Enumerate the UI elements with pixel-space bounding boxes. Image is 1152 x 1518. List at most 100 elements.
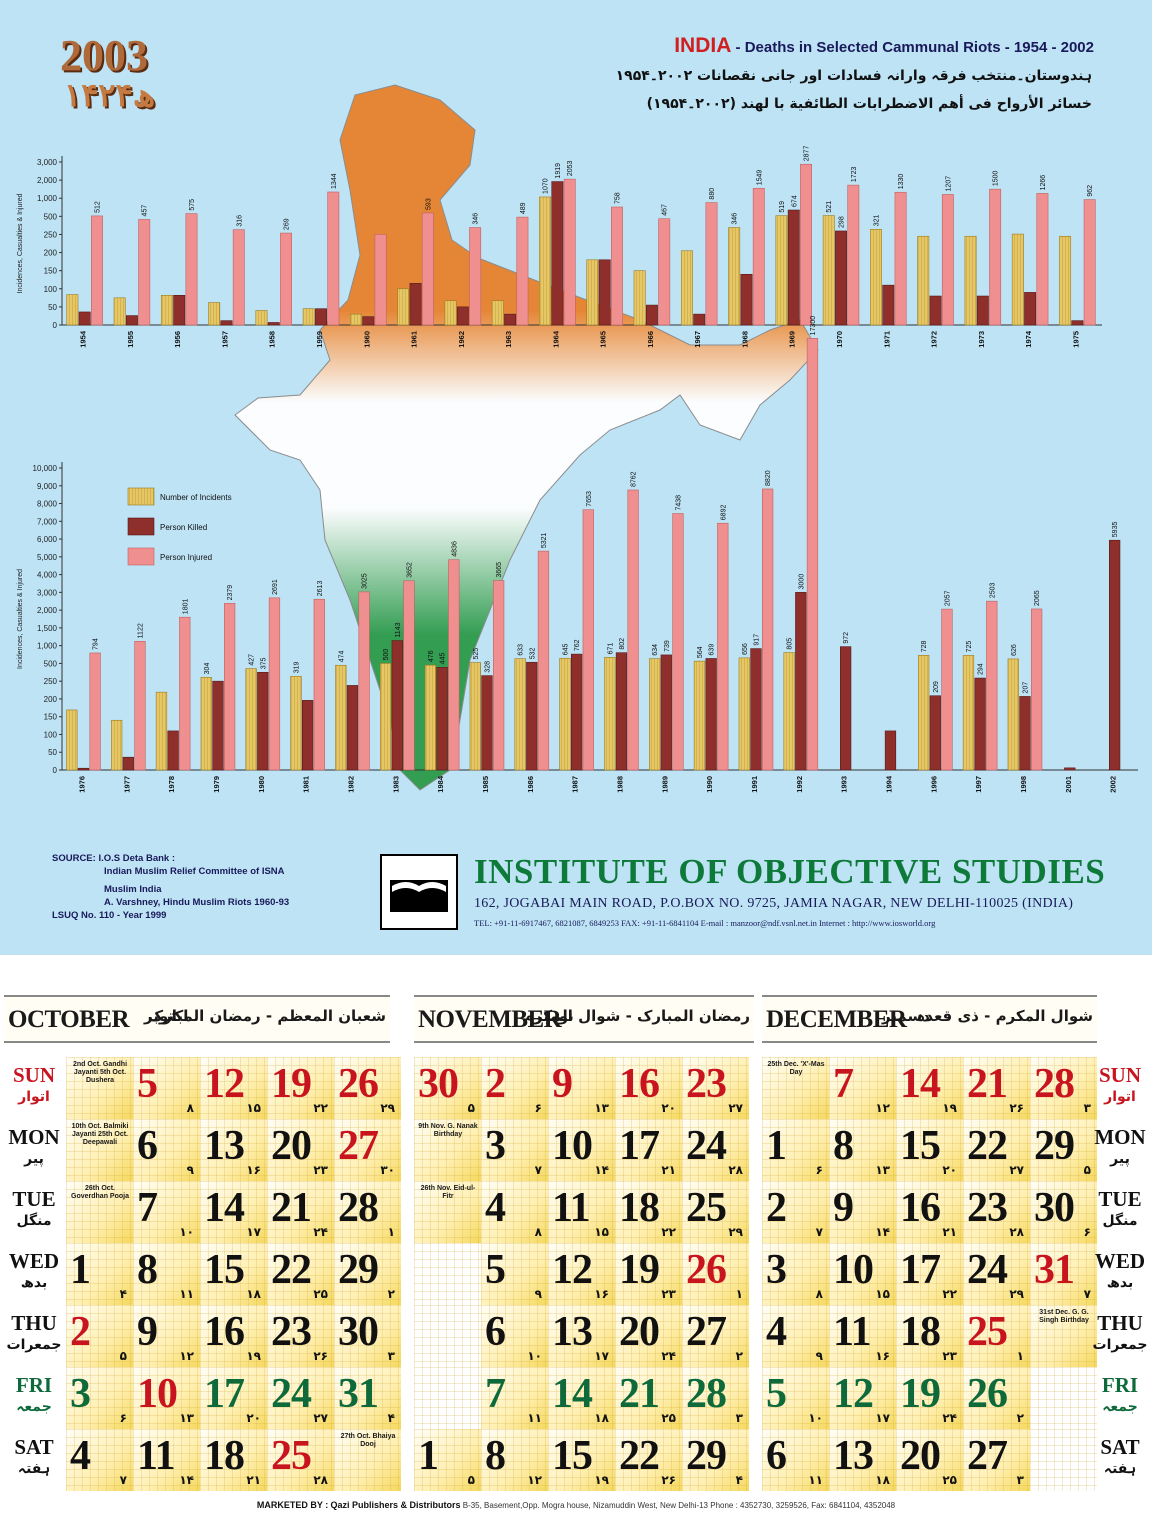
- hijri-date: ۲۶: [661, 1473, 676, 1487]
- bar-killed: [1109, 539, 1121, 771]
- data-label: 656: [742, 643, 749, 655]
- date-number: 22: [619, 1433, 660, 1479]
- day-cell: 14 ۱۸: [548, 1367, 615, 1429]
- holiday-note: 26th Oct. Goverdhan Pooja: [71, 1185, 129, 1200]
- data-label: 519: [779, 201, 786, 213]
- bar-incidents: [380, 663, 392, 771]
- bar-killed: [787, 209, 800, 326]
- x-tick-label: 2001: [1064, 776, 1073, 793]
- day-cell: 9 ۱۴: [829, 1181, 896, 1243]
- day-name-sun: SUN اتوار: [1090, 1057, 1150, 1119]
- day-cell: 11 ۱۶: [829, 1305, 896, 1367]
- bar-injured: [752, 187, 765, 326]
- day-name-urdu: منگل: [1102, 1213, 1138, 1229]
- hijri-date: ۱۵: [875, 1287, 890, 1301]
- bar-killed: [481, 675, 493, 771]
- bar-injured: [847, 184, 860, 326]
- legend-swatch: [127, 517, 155, 536]
- date-number: 13: [204, 1123, 245, 1169]
- x-tick-label: 1969: [788, 331, 797, 348]
- bar-killed: [835, 230, 847, 326]
- bar-injured: [537, 550, 550, 771]
- day-cell: [414, 1305, 481, 1367]
- bar-incidents: [1059, 235, 1072, 326]
- day-cell: 19 ۲۳: [615, 1243, 682, 1305]
- hijri-date: ۲۱: [661, 1163, 676, 1177]
- day-cell: 23 ۲۶: [267, 1305, 334, 1367]
- bar-killed: [645, 304, 658, 326]
- data-label: 3665: [496, 562, 503, 578]
- bar-killed: [125, 315, 138, 326]
- date-number: 16: [619, 1061, 660, 1107]
- hijri-date: ۱۹: [246, 1349, 261, 1363]
- day-cell: 8 ۱۱: [133, 1243, 200, 1305]
- bar-killed: [705, 658, 717, 771]
- date-number: 2: [766, 1185, 787, 1231]
- bar-injured: [374, 234, 387, 326]
- data-label: 375: [260, 658, 267, 670]
- day-name-urdu: ہفتہ: [1103, 1461, 1137, 1477]
- data-label: 467: [662, 204, 669, 216]
- hijri-date: ۱۳: [179, 1411, 194, 1425]
- date-number: 28: [1034, 1061, 1075, 1107]
- publisher-address: B-35, Basement,Opp. Mogra house, Nizamud…: [462, 1501, 896, 1510]
- day-name-urdu: بدھ: [20, 1275, 48, 1291]
- hijri-date: ۵: [119, 1349, 127, 1363]
- hijri-date: ۲۷: [1009, 1163, 1024, 1177]
- bar-injured: [717, 522, 729, 771]
- month-name: DECEMBER: [766, 1006, 907, 1033]
- x-tick-label: 1974: [1024, 330, 1033, 348]
- hijri-date: ۵: [467, 1101, 475, 1115]
- day-cell: 25 ۲۸: [267, 1429, 334, 1491]
- date-number: 12: [552, 1247, 593, 1293]
- date-number: 30: [418, 1061, 459, 1107]
- source-line: A. Varshney, Hindu Muslim Riots 1960-93: [104, 897, 290, 908]
- bar-killed: [929, 695, 941, 771]
- hijri-date: ۶: [1083, 1225, 1091, 1239]
- hijri-date: ۵: [467, 1473, 475, 1487]
- date-number: 31: [1034, 1247, 1075, 1293]
- bar-killed: [173, 294, 186, 326]
- day-cell: 17 ۲۲: [896, 1243, 963, 1305]
- bar-incidents: [302, 308, 315, 326]
- date-number: 1: [70, 1247, 91, 1293]
- bar-incidents: [775, 215, 788, 326]
- bar-killed: [974, 677, 986, 771]
- institute-contact: TEL: +91-11-6917467, 6821087, 6849253 FA…: [474, 918, 936, 928]
- bar-incidents: [397, 288, 410, 326]
- date-number: 19: [900, 1371, 941, 1417]
- data-label: 739: [664, 640, 671, 652]
- day-cell: 15 ۱۹: [548, 1429, 615, 1491]
- day-name-urdu: اتوار: [1104, 1089, 1136, 1105]
- bar-injured: [492, 580, 505, 771]
- bar-injured: [268, 597, 281, 771]
- day-name-label: THU: [11, 1311, 57, 1335]
- data-label: 316: [236, 215, 243, 227]
- bar-killed: [1071, 320, 1084, 326]
- x-tick-label: 1996: [929, 776, 938, 793]
- hijri-date: ۳: [387, 1349, 395, 1363]
- date-number: 17: [619, 1123, 660, 1169]
- hijri-date: ۱: [1016, 1349, 1024, 1363]
- day-cell: 11 ۱۴: [133, 1429, 200, 1491]
- day-cell: 20 ۲۴: [615, 1305, 682, 1367]
- date-number: 12: [204, 1061, 245, 1107]
- institute-name: INSTITUTE OF OBJECTIVE STUDIES: [474, 852, 1106, 891]
- data-label: 209: [933, 681, 940, 693]
- bar-killed: [884, 730, 897, 771]
- x-tick-label: 1960: [362, 331, 371, 348]
- day-cell: 30 ۶: [1030, 1181, 1097, 1243]
- hijri-date: ۱۶: [875, 1349, 890, 1363]
- date-number: 4: [70, 1433, 91, 1479]
- data-label: 972: [843, 632, 850, 644]
- data-label: 3652: [406, 562, 413, 578]
- hijri-date: ۱۵: [246, 1101, 261, 1115]
- bar-killed: [740, 273, 753, 326]
- x-tick-label: 1959: [315, 331, 324, 348]
- bar-injured: [138, 219, 151, 326]
- x-tick-label: 1970: [835, 331, 844, 348]
- day-name-label: WED: [1094, 1249, 1146, 1273]
